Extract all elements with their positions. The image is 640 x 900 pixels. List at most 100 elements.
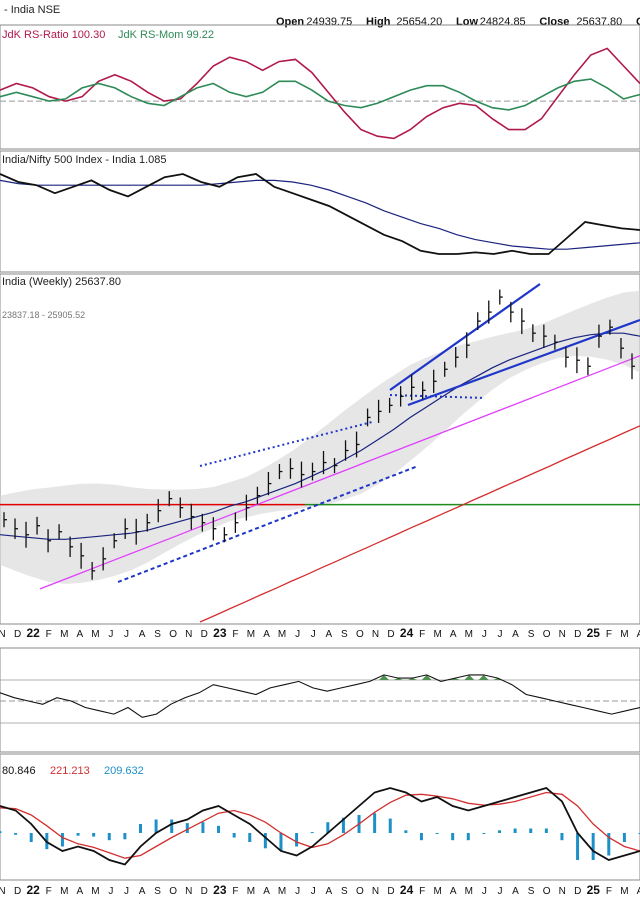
- x-axis-top-tick: A: [263, 629, 270, 640]
- histogram-bar: [123, 833, 127, 840]
- histogram-bar: [279, 833, 283, 851]
- channel-dotted-trendline: [389, 394, 486, 399]
- price-bar: [366, 408, 371, 427]
- x-axis-bottom-tick: N: [0, 886, 6, 897]
- histogram-bar: [14, 833, 18, 835]
- histogram-bar: [591, 833, 595, 860]
- price-bar: [190, 503, 195, 530]
- x-axis-top-tick: M: [620, 629, 628, 640]
- rising-wedge-bottom: [407, 318, 640, 407]
- x-axis-top-tick: 25: [587, 626, 601, 640]
- price-bar: [47, 529, 52, 553]
- x-axis-bottom-tick: S: [341, 886, 348, 897]
- x-axis-top-tick: N: [559, 629, 566, 640]
- histogram-bar: [513, 828, 517, 833]
- x-axis-bottom-tick: A: [637, 886, 640, 897]
- price-bar: [124, 518, 129, 539]
- x-axis-bottom-tick: A: [76, 886, 83, 897]
- x-axis-bottom-tick: F: [606, 886, 612, 897]
- x-axis-top: N D 22 F M A M J J A S O N D 23 F M A M J J A S O N D 24 F M A M J J A S O N…: [0, 626, 640, 640]
- histogram-bar: [544, 828, 548, 833]
- price-bar: [554, 334, 558, 350]
- histogram-bar: [576, 833, 580, 860]
- histogram-bar: [217, 825, 221, 833]
- price-bar: [135, 518, 140, 545]
- x-axis-bottom-tick: M: [620, 886, 628, 897]
- histogram-bar: [638, 833, 640, 834]
- price-bar: [91, 561, 96, 580]
- x-axis-bottom-tick: F: [46, 886, 52, 897]
- price-bar: [223, 527, 228, 543]
- histogram-bar: [373, 813, 377, 833]
- x-axis-bottom-tick: O: [543, 886, 551, 897]
- histogram-bar: [498, 830, 502, 833]
- x-axis-bottom-tick: N: [372, 886, 379, 897]
- rrg-panel-frame: [0, 24, 640, 150]
- x-axis-bottom-tick: J: [124, 886, 129, 897]
- x-axis-top-tick: M: [465, 629, 473, 640]
- x-axis-bottom-tick: J: [295, 886, 300, 897]
- ohlc-label-open: Open: [276, 16, 304, 28]
- x-axis-top-tick: J: [124, 629, 129, 640]
- histogram-bar: [138, 824, 142, 833]
- macd-line: [0, 787, 640, 866]
- ohlc-label-close: Close: [539, 16, 569, 28]
- x-axis-top-tick: M: [247, 629, 255, 640]
- price-bars: [3, 289, 635, 580]
- price-bar: [256, 486, 261, 505]
- macd-legend: 80.846 221.213 209.632: [2, 765, 144, 777]
- rs-line: [0, 173, 640, 255]
- rs-title: India/Nifty 500 Index - India 1.085: [2, 154, 167, 166]
- rsi-line: [0, 674, 640, 718]
- rs-ratio-line: [0, 47, 640, 140]
- histogram-bar: [76, 833, 80, 836]
- histogram-bar: [622, 833, 626, 842]
- histogram-bar: [248, 833, 252, 842]
- signal-value: 221.213: [50, 765, 90, 777]
- trendlines: [117, 283, 640, 583]
- x-axis-top-tick: J: [295, 629, 300, 640]
- x-axis-top-tick: D: [14, 629, 21, 640]
- x-axis-top-tick: N: [185, 629, 192, 640]
- histogram-bar: [60, 833, 64, 847]
- x-axis-top-tick: S: [528, 629, 535, 640]
- histogram-bar: [529, 828, 533, 833]
- histogram-bar: [92, 833, 96, 837]
- x-axis-top-tick: N: [0, 629, 6, 640]
- price-bar: [399, 386, 404, 407]
- price-bar: [377, 399, 382, 423]
- x-axis-bottom-tick: J: [108, 886, 113, 897]
- price-bar: [388, 397, 393, 413]
- price-bar: [300, 461, 305, 488]
- x-axis-bottom-tick: M: [60, 886, 68, 897]
- price-bar: [278, 464, 283, 480]
- x-axis-top-tick: A: [637, 629, 640, 640]
- x-axis-bottom-tick: 23: [213, 883, 227, 897]
- x-axis-bottom-tick: A: [139, 886, 146, 897]
- price-bar: [212, 517, 217, 541]
- histogram-bar: [232, 833, 236, 838]
- short-moving-average-line: [0, 332, 640, 540]
- price-bar: [477, 312, 481, 331]
- rsi-panel-frame: [0, 647, 640, 753]
- price-bar: [146, 513, 151, 532]
- price-bar: [234, 512, 239, 533]
- x-axis-bottom-tick: J: [311, 886, 316, 897]
- price-bar: [311, 462, 316, 481]
- x-axis-top-tick: J: [497, 629, 502, 640]
- band-values: 23837.18 - 25905.52: [2, 310, 85, 320]
- x-axis-bottom-tick: N: [185, 886, 192, 897]
- macd-value: 80.846: [2, 765, 36, 777]
- macd-panel: 80.846 221.213 209.632: [0, 753, 640, 881]
- x-axis-bottom-tick: A: [263, 886, 270, 897]
- rrg-panel: JdK RS-Ratio 100.30 JdK RS-Mom 99.22: [0, 24, 640, 150]
- price-title: India (Weekly) 25637.80: [2, 276, 121, 288]
- x-axis-bottom-tick: O: [169, 886, 177, 897]
- x-axis-top-tick: 22: [26, 626, 40, 640]
- price-bar: [433, 369, 437, 393]
- x-axis-bottom-tick: N: [559, 886, 566, 897]
- chart-header: - India NSE Open 24939.75 High 25654.20 Low 2…: [4, 4, 640, 28]
- x-axis-bottom-tick: S: [154, 886, 161, 897]
- x-axis-top-tick: D: [387, 629, 394, 640]
